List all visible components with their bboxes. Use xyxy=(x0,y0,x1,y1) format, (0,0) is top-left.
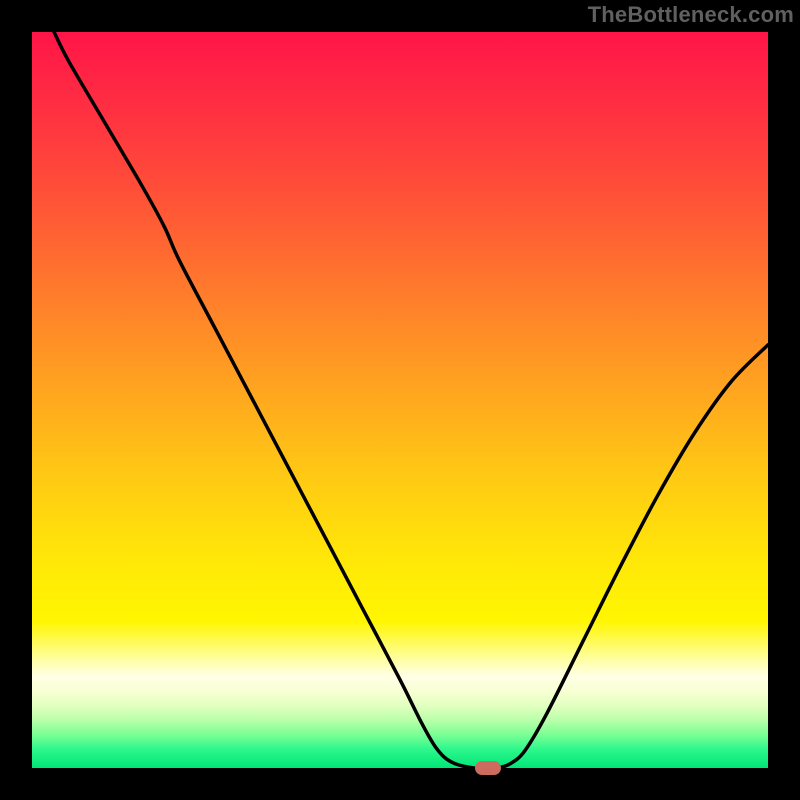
plot-area xyxy=(32,32,768,768)
optimal-point-marker xyxy=(475,761,501,775)
chart-container: TheBottleneck.com xyxy=(0,0,800,800)
curve-path xyxy=(54,32,768,768)
bottleneck-curve xyxy=(32,32,768,768)
watermark-text: TheBottleneck.com xyxy=(588,2,794,28)
